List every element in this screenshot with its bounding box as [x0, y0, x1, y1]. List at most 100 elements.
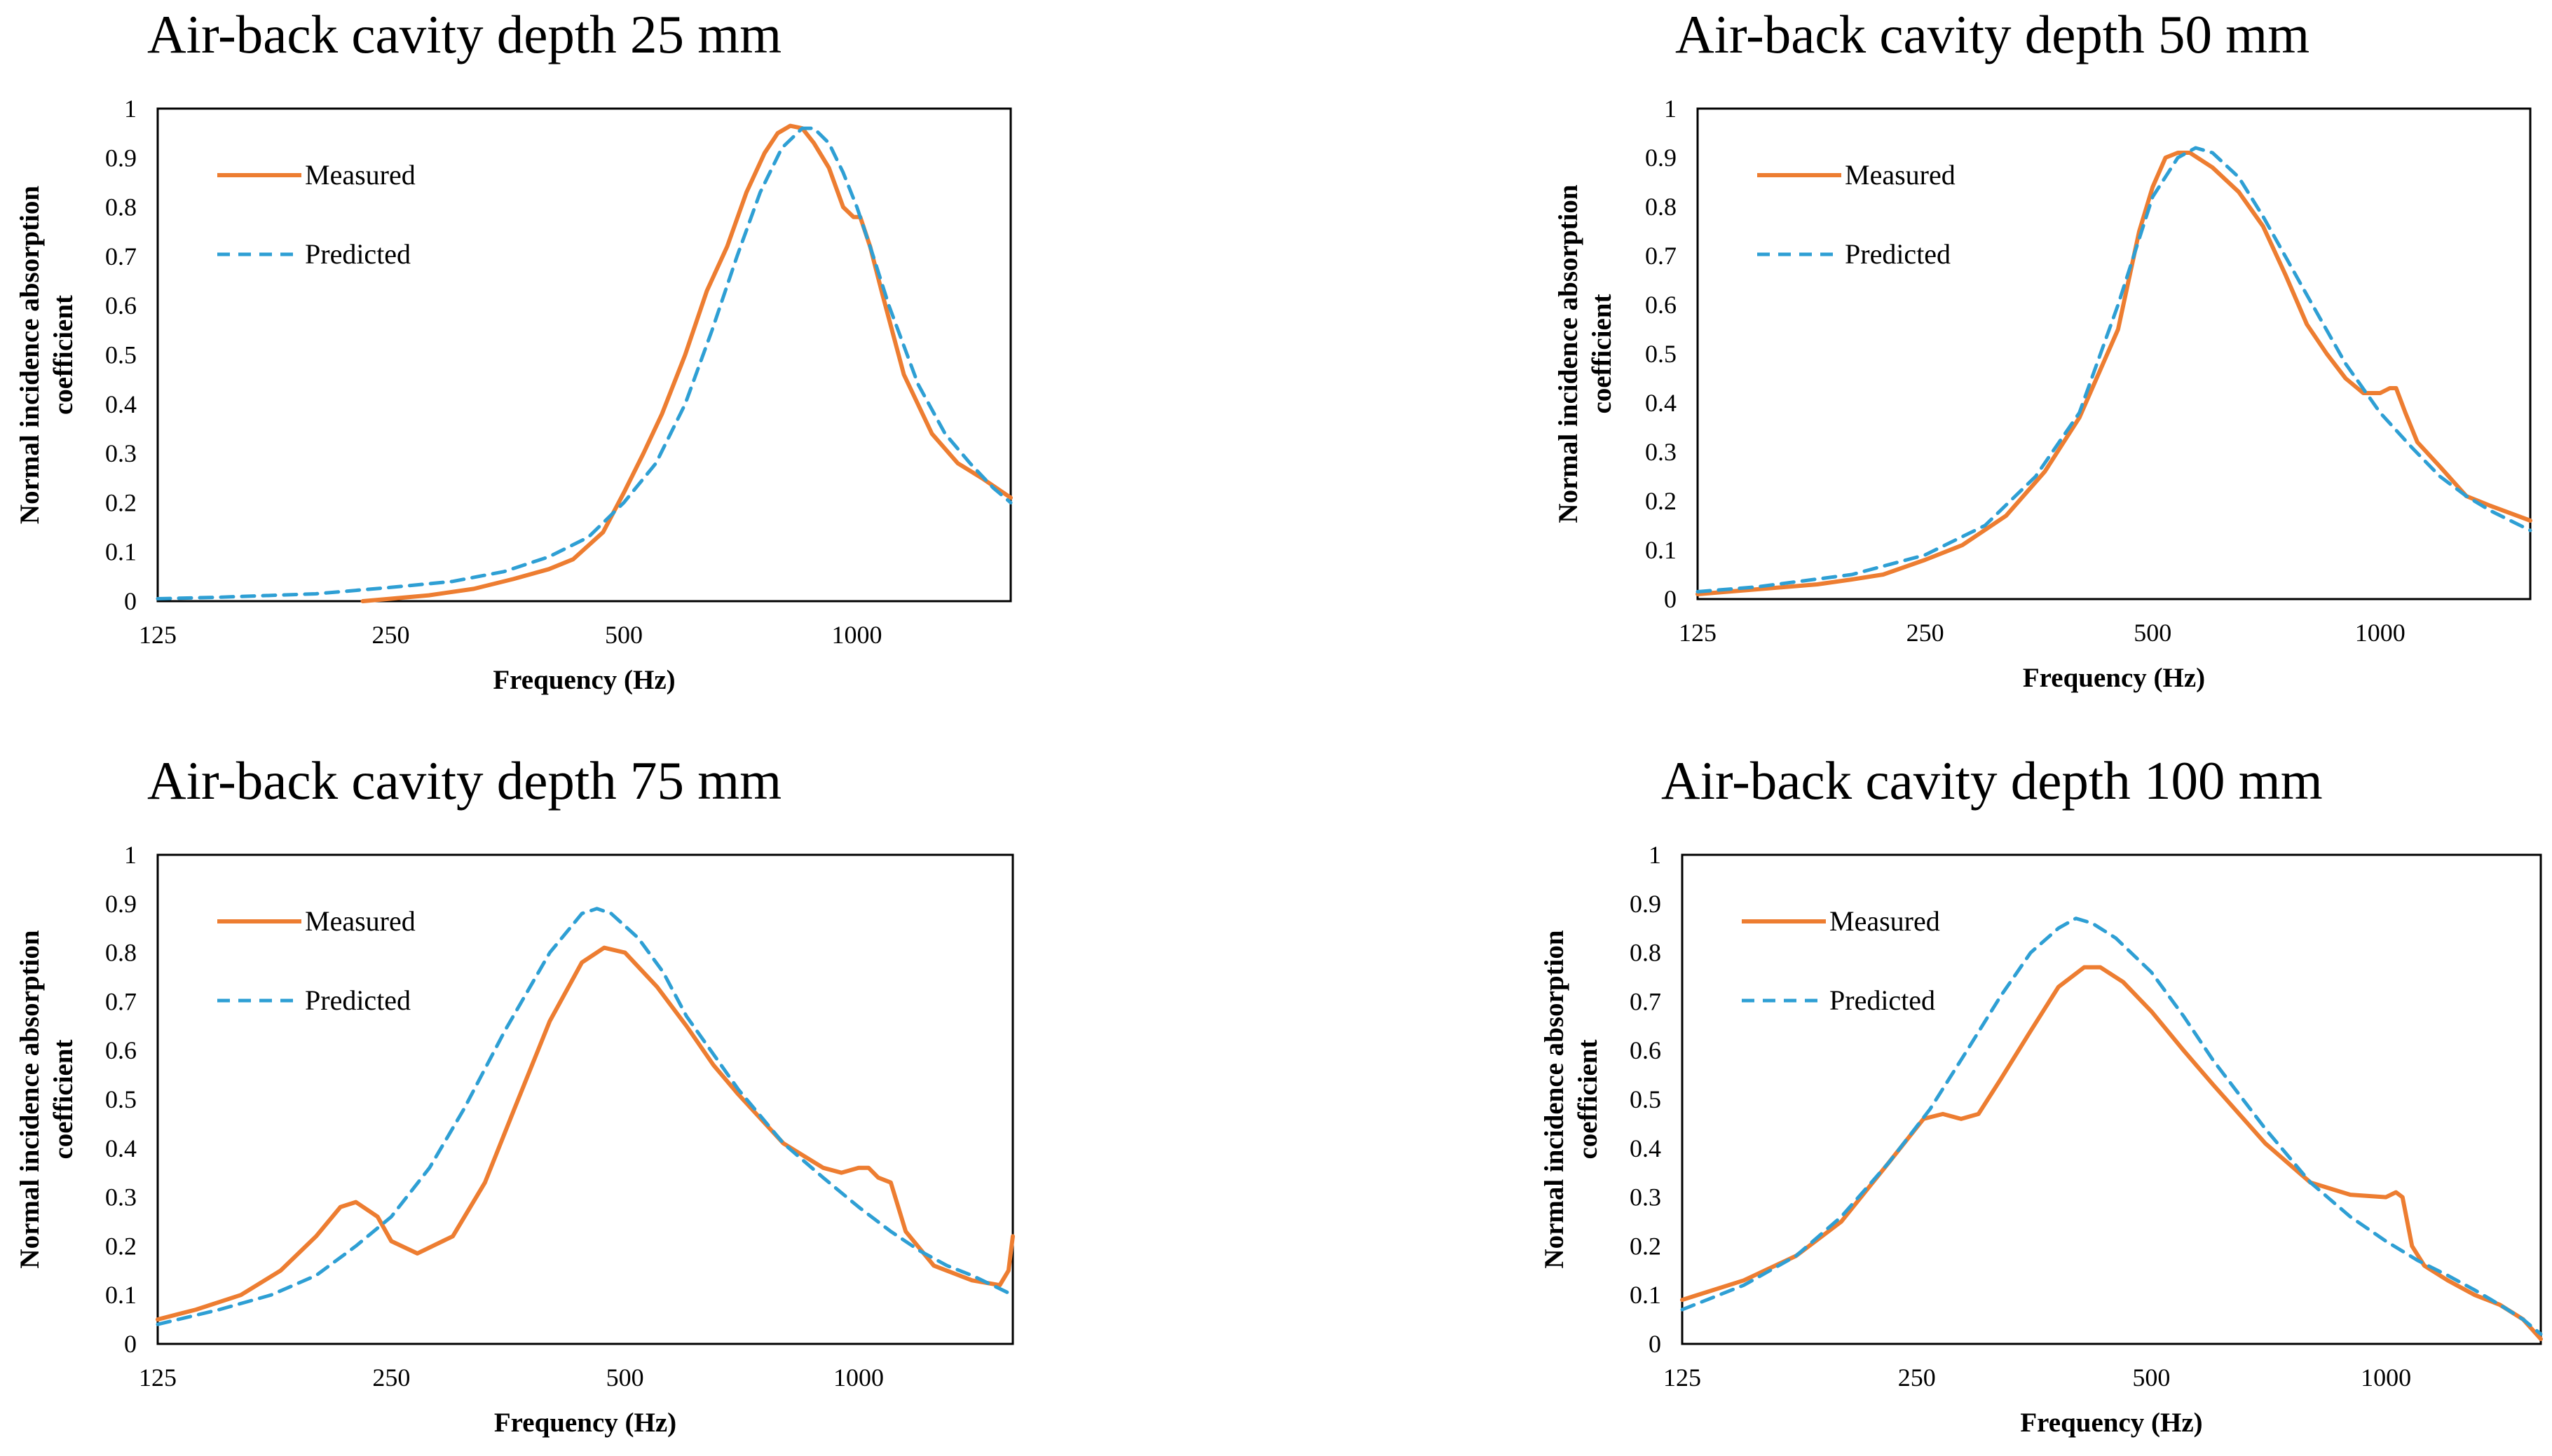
y-axis-label: Normal incidence absorption [1539, 930, 1569, 1268]
series-line-measured [360, 123, 1013, 603]
plot-frame [156, 853, 1014, 1345]
series-line-predicted [156, 126, 1013, 600]
y-tick-label: 0.2 [1645, 487, 1677, 515]
y-tick-label: 0.8 [1630, 939, 1661, 967]
y-tick-label: 0.1 [1645, 536, 1677, 564]
series-line-predicted [1680, 916, 2543, 1336]
y-tick-label: 0.2 [1630, 1232, 1661, 1260]
y-tick-label: 0.2 [105, 1232, 137, 1260]
y-tick-label: 0 [124, 1330, 137, 1358]
legend-label: Measured [305, 159, 416, 191]
legend-label: Predicted [1845, 238, 1951, 270]
y-tick-label: 0.7 [1630, 987, 1661, 1015]
series-line-predicted [1695, 146, 2532, 593]
y-tick-label: 0.9 [105, 144, 137, 172]
y-tick-label: 0.9 [105, 890, 137, 918]
legend-label: Predicted [1829, 984, 1935, 1016]
y-axis-label: coefficient [1573, 1039, 1603, 1159]
x-tick-label: 500 [606, 1364, 644, 1392]
x-tick-label: 125 [1663, 1364, 1701, 1392]
x-tick-label: 1000 [2355, 619, 2406, 647]
y-tick-label: 0.7 [105, 242, 137, 270]
legend-label: Measured [1845, 159, 1956, 191]
plot-frame [1681, 853, 2542, 1345]
x-tick-label: 500 [2134, 619, 2171, 647]
y-tick-label: 0.5 [1645, 340, 1677, 368]
x-axis-label: Frequency (Hz) [493, 665, 675, 695]
x-tick-label: 500 [605, 621, 643, 649]
chart-title: Air-back cavity depth 100 mm [1661, 750, 2323, 811]
series-line-measured [1695, 151, 2532, 596]
y-tick-label: 0.4 [105, 1134, 137, 1162]
chart-panel-3: Air-back cavity depth 75 mm 0 0.1 0.2 0.3 0.4… [15, 750, 1015, 1438]
y-tick-label: 0.8 [105, 193, 137, 221]
x-tick-label: 125 [139, 621, 177, 649]
series-line-measured [1680, 965, 2543, 1341]
chart-panel-2: Air-back cavity depth 50 mm 0 0.1 0.2 0.3 0.4… [1553, 4, 2532, 693]
y-tick-label: 0.9 [1645, 144, 1677, 172]
chart-panel-4: Air-back cavity depth 100 mm 0 0.1 0.2 0.3 0.… [1539, 750, 2543, 1438]
y-tick-label: 1 [124, 95, 137, 123]
y-tick-label: 0.7 [1645, 242, 1677, 270]
chart-title: Air-back cavity depth 25 mm [147, 4, 782, 64]
y-tick-label: 1 [1664, 95, 1677, 123]
x-tick-label: 125 [139, 1364, 177, 1392]
y-axis-label: Normal incidence absorption [15, 930, 45, 1268]
y-tick-label: 0.3 [1645, 438, 1677, 466]
y-tick-label: 0.8 [105, 939, 137, 967]
chart-panel-1: Air-back cavity depth 25 mm 0 0.1 0.2 0.3 0.4… [15, 4, 1013, 695]
y-axis-label: coefficient [48, 295, 79, 415]
y-tick-label: 0.1 [105, 1281, 137, 1309]
y-tick-label: 0.8 [1645, 193, 1677, 221]
y-tick-label: 1 [124, 841, 137, 869]
y-tick-label: 0.9 [1630, 890, 1661, 918]
y-tick-label: 0.6 [105, 291, 137, 320]
y-tick-label: 0.5 [1630, 1085, 1661, 1113]
legend-label: Predicted [305, 984, 411, 1016]
x-axis-label: Frequency (Hz) [2020, 1408, 2202, 1438]
y-tick-label: 0.3 [105, 1183, 137, 1211]
y-tick-label: 0.6 [105, 1036, 137, 1064]
chart-title: Air-back cavity depth 50 mm [1675, 4, 2309, 64]
x-axis-label: Frequency (Hz) [2023, 663, 2205, 693]
y-tick-label: 0.1 [1630, 1281, 1661, 1309]
y-tick-label: 0.1 [105, 538, 137, 566]
y-tick-label: 0 [1664, 585, 1677, 613]
x-tick-label: 500 [2132, 1364, 2170, 1392]
x-tick-label: 250 [372, 621, 410, 649]
legend-label: Measured [305, 905, 416, 937]
y-tick-label: 0.2 [105, 488, 137, 516]
series-line-predicted [156, 907, 1015, 1326]
x-tick-label: 250 [1898, 1364, 1936, 1392]
y-axis-label: Normal incidence absorption [15, 186, 45, 524]
y-axis-label: coefficient [48, 1039, 79, 1159]
y-axis-label: coefficient [1587, 294, 1617, 413]
y-tick-label: 0.6 [1645, 291, 1677, 319]
x-tick-label: 1000 [833, 1364, 884, 1392]
x-tick-label: 125 [1679, 619, 1717, 647]
y-tick-label: 0.5 [105, 341, 137, 369]
y-tick-label: 0.4 [1645, 389, 1677, 417]
y-tick-label: 0.7 [105, 987, 137, 1015]
chart-title: Air-back cavity depth 75 mm [147, 750, 782, 811]
plot-frame [1696, 107, 2532, 600]
plot-frame [156, 107, 1012, 603]
x-tick-label: 1000 [832, 621, 882, 649]
x-axis-label: Frequency (Hz) [494, 1408, 676, 1438]
legend-label: Measured [1829, 905, 1940, 937]
y-tick-label: 0.4 [105, 390, 137, 418]
y-tick-label: 0 [1649, 1330, 1661, 1358]
y-tick-label: 0.3 [1630, 1183, 1661, 1211]
y-tick-label: 1 [1649, 841, 1661, 869]
y-tick-label: 0.5 [105, 1085, 137, 1113]
y-tick-label: 0.3 [105, 439, 137, 467]
y-axis-label: Normal incidence absorption [1553, 184, 1583, 523]
x-tick-label: 250 [372, 1364, 410, 1392]
legend-label: Predicted [305, 238, 411, 270]
y-tick-label: 0.4 [1630, 1134, 1661, 1162]
y-tick-label: 0 [124, 587, 137, 615]
x-tick-label: 250 [1906, 619, 1944, 647]
y-tick-label: 0.6 [1630, 1036, 1661, 1064]
series-line-measured [156, 945, 1015, 1322]
